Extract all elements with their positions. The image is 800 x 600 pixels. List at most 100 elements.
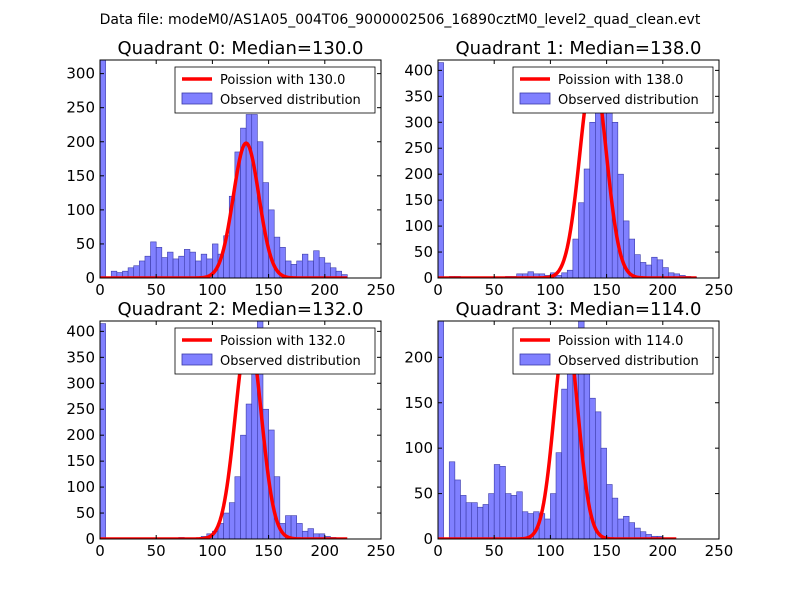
histogram-bar: [634, 254, 641, 278]
y-tick-label: 0: [85, 269, 95, 287]
histogram-bar: [100, 60, 106, 278]
x-tick-label: 0: [95, 542, 105, 560]
histogram-bar: [482, 504, 489, 539]
panel-title: Quadrant 2: Median=132.0: [118, 299, 364, 320]
figure-suptitle: Data file: modeM0/AS1A05_004T06_90000025…: [100, 12, 701, 28]
legend-label-poisson: Poission with 138.0: [558, 73, 683, 88]
axes-frame: [99, 59, 382, 279]
histogram-bar: [651, 256, 658, 278]
histogram-bar: [589, 121, 596, 278]
y-tick-label: 100: [404, 217, 433, 235]
x-tick-label: 150: [254, 542, 283, 560]
panel-title: Quadrant 3: Median=114.0: [456, 299, 702, 320]
x-tick-label: 100: [198, 542, 227, 560]
histogram-bar: [477, 506, 484, 539]
x-tick-label: 50: [485, 542, 504, 560]
x-tick-label: 200: [310, 542, 339, 560]
histogram-bar: [223, 512, 230, 539]
y-tick-label: 250: [66, 99, 95, 117]
histogram-bar: [139, 260, 146, 278]
histogram-bar: [488, 493, 495, 539]
histogram-bar: [566, 357, 574, 539]
y-tick-label: 50: [76, 504, 95, 522]
histogram-bar: [572, 238, 579, 278]
histogram-bar: [290, 515, 297, 539]
histogram-bar: [499, 466, 506, 539]
y-tick-label: 150: [66, 167, 95, 185]
histogram-bar: [172, 258, 179, 278]
legend-bar-swatch: [181, 92, 213, 105]
y-tick-label: 150: [404, 191, 433, 209]
y-tick-label: 50: [76, 235, 95, 253]
histogram-bar: [133, 265, 140, 278]
y-tick-label: 300: [66, 65, 95, 83]
histogram-bar: [578, 202, 585, 278]
histogram-bar: [296, 260, 303, 278]
histogram-bar: [465, 502, 473, 539]
y-tick-label: 400: [66, 322, 95, 340]
histogram-bar: [600, 447, 607, 539]
legend-label-observed: Observed distribution: [220, 93, 361, 108]
x-tick-label: 200: [648, 281, 677, 299]
legend: Poission with 130.0 Observed distribution: [174, 66, 376, 114]
y-tick-label: 100: [404, 439, 433, 457]
x-tick-label: 150: [592, 281, 621, 299]
legend: Poission with 114.0 Observed distribution: [512, 327, 714, 375]
histogram-bar: [307, 260, 314, 278]
histogram-bar: [438, 62, 444, 278]
x-tick-label: 150: [592, 542, 621, 560]
x-tick-label: 0: [95, 281, 105, 299]
y-tick-label: 250: [66, 400, 95, 418]
legend-box: [174, 327, 376, 375]
histogram-bar: [516, 491, 523, 539]
y-tick-label: 200: [66, 133, 95, 151]
x-tick-label: 200: [648, 542, 677, 560]
histogram-bar: [544, 518, 551, 539]
histogram-bar: [561, 272, 568, 278]
legend-label-observed: Observed distribution: [558, 354, 699, 369]
histogram-bar: [234, 476, 241, 539]
x-tick-label: 0: [433, 281, 443, 299]
y-tick-label: 0: [423, 269, 433, 287]
histogram-bar: [438, 321, 444, 539]
histogram-bar: [155, 247, 163, 278]
histogram-bar: [623, 515, 630, 539]
legend-box: [512, 66, 714, 114]
histogram-bar: [195, 260, 202, 278]
histogram-bar: [656, 259, 664, 278]
histogram-bar: [628, 522, 636, 539]
axes-frame: [437, 320, 720, 540]
histogram-bar: [595, 411, 602, 539]
histogram-bar: [454, 479, 461, 539]
x-tick-label: 250: [705, 281, 734, 299]
y-tick-label: 150: [404, 394, 433, 412]
x-tick-label: 150: [254, 281, 283, 299]
y-tick-label: 350: [66, 348, 95, 366]
histogram-bar: [296, 523, 303, 539]
y-tick-label: 100: [66, 478, 95, 496]
y-tick-label: 150: [66, 452, 95, 470]
y-tick-label: 300: [404, 113, 433, 131]
histogram-bar: [561, 388, 568, 539]
histogram-bar: [240, 434, 247, 539]
histogram-bar: [150, 241, 157, 278]
histogram-bar: [302, 253, 309, 278]
histogram-bar: [493, 464, 501, 539]
panel-title: Quadrant 0: Median=130.0: [118, 38, 364, 59]
legend-box: [174, 66, 376, 114]
poisson-curve: [100, 141, 348, 278]
legend-bar-swatch: [519, 92, 551, 105]
histogram-bar: [200, 253, 208, 278]
histogram-bar: [178, 255, 185, 278]
x-tick-label: 50: [147, 542, 166, 560]
panel-quadrant-2: 0 50 100 150 200 250 0 50 100 150 200 250 300 350 400 Q…: [66, 299, 395, 560]
axes-frame: [99, 320, 382, 540]
histogram-bar: [471, 502, 478, 539]
histogram-bar: [313, 250, 320, 278]
histogram-bar: [161, 257, 168, 278]
histogram-bar: [460, 495, 467, 539]
histogram-bar: [144, 255, 151, 278]
histogram-bar: [228, 502, 236, 539]
histogram-bar: [324, 262, 331, 278]
